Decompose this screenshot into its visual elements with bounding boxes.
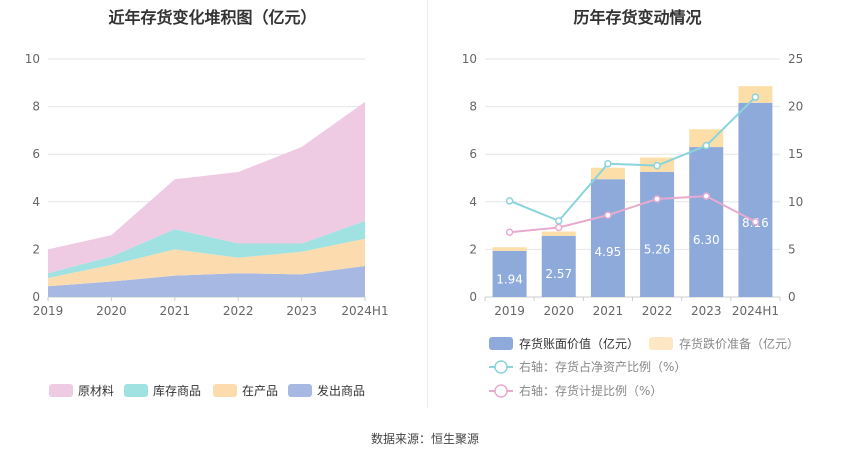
legend-swatch — [288, 384, 312, 397]
y-tick-label: 4 — [32, 195, 40, 209]
y-right-tick-label: 25 — [788, 52, 803, 66]
data-source-note: 数据来源：恒生聚源 — [370, 432, 479, 446]
line-point — [751, 218, 760, 226]
x-tick-label: 2021 — [593, 304, 624, 318]
chart-title-stacked-area: 近年存货变化堆积图（亿元） — [108, 8, 317, 27]
area-在产品 — [48, 238, 365, 287]
legend-label: 存货跌价准备（亿元） — [679, 336, 799, 351]
legend-label: 原材料 — [78, 384, 114, 398]
x-tick-label: 2022 — [642, 304, 673, 318]
line-point — [505, 197, 514, 205]
line-point — [702, 192, 710, 200]
x-tick-label: 2020 — [543, 304, 574, 318]
x-tick-label: 2024H1 — [341, 304, 388, 318]
y-tick-label: 8 — [32, 100, 40, 114]
y-tick-label: 10 — [462, 52, 477, 66]
y-tick-label: 6 — [469, 147, 477, 161]
y-right-tick-label: 5 — [788, 242, 796, 256]
bar-book-value — [590, 179, 625, 297]
bar-value-label: 2.57 — [545, 267, 572, 281]
line-provision-ratio — [509, 195, 756, 234]
y-tick-label: 2 — [469, 242, 477, 256]
legend-marker — [494, 360, 508, 374]
area-原材料 — [48, 101, 365, 274]
x-tick-label: 2022 — [223, 304, 254, 318]
legend-label: 右轴：存货计提比例（%） — [519, 383, 662, 398]
line-point — [505, 228, 514, 237]
y-right-tick-label: 0 — [788, 290, 796, 304]
bar-book-value — [738, 102, 773, 298]
y-tick-label: 0 — [469, 290, 477, 304]
bar-impairment-reserve — [689, 129, 724, 148]
line-point — [653, 195, 661, 203]
chart-title-inventory-changes: 历年存货变动情况 — [573, 8, 702, 27]
legend-label: 发出商品 — [317, 383, 365, 398]
bar-impairment-reserve — [541, 231, 576, 236]
legend-swatch — [649, 337, 673, 350]
line-ratio-to-net-assets — [509, 96, 757, 223]
bar-book-value — [689, 147, 724, 297]
y-tick-label: 4 — [469, 195, 477, 209]
bar-book-value — [640, 171, 675, 297]
line-point — [751, 93, 760, 101]
x-tick-label: 2019 — [494, 304, 525, 318]
legend-swatch — [213, 384, 237, 397]
x-tick-label: 2024H1 — [732, 304, 779, 318]
legend-label: 存货账面价值（亿元） — [519, 336, 639, 351]
line-point — [555, 217, 563, 225]
x-tick-label: 2023 — [286, 304, 317, 318]
bar-value-label: 1.94 — [496, 272, 523, 286]
legend-swatch — [124, 384, 148, 397]
stacked-area-chart: 0 2 4 6 8 10 2019 2020 2021 2022 2023 2024H1 原材料 库存商… — [25, 52, 389, 398]
bar-value-label: 5.26 — [644, 242, 671, 256]
bar-book-value — [492, 250, 527, 297]
y-right-tick-label: 10 — [788, 195, 803, 209]
bar-impairment-reserve — [492, 247, 527, 251]
x-tick-label: 2019 — [33, 304, 64, 318]
y-tick-label: 0 — [32, 290, 40, 304]
line-point — [555, 223, 563, 232]
bar-value-label: 6.30 — [693, 233, 720, 247]
x-tick-label: 2020 — [96, 304, 127, 318]
line-point — [653, 161, 661, 170]
bar-book-value — [541, 235, 576, 297]
legend-label: 在产品 — [242, 384, 278, 398]
legend-label: 右轴：存货占净资产比例（%） — [519, 359, 686, 374]
y-right-tick-label: 15 — [788, 147, 803, 161]
x-tick-label: 2021 — [160, 304, 191, 318]
y-tick-label: 10 — [25, 52, 40, 66]
legend-swatch — [49, 384, 73, 397]
legend-label: 库存商品 — [153, 383, 201, 398]
area-发出商品 — [48, 266, 365, 297]
bar-impairment-reserve — [590, 167, 625, 180]
y-tick-label: 8 — [469, 100, 477, 114]
bar-value-label: 4.95 — [595, 245, 622, 259]
y-right-tick-label: 20 — [788, 100, 803, 114]
panel-divider — [427, 0, 428, 408]
inventory-bar-line-chart: 1.942.574.955.266.308.16 024681005101520… — [462, 52, 804, 398]
y-tick-label: 2 — [32, 242, 40, 256]
line-point — [604, 159, 612, 168]
legend-marker — [494, 384, 508, 398]
line-point — [604, 211, 612, 219]
area-库存商品 — [48, 220, 365, 278]
line-point — [702, 141, 710, 150]
y-tick-label: 6 — [32, 147, 40, 161]
x-tick-label: 2023 — [691, 304, 722, 318]
legend-swatch — [489, 337, 513, 350]
